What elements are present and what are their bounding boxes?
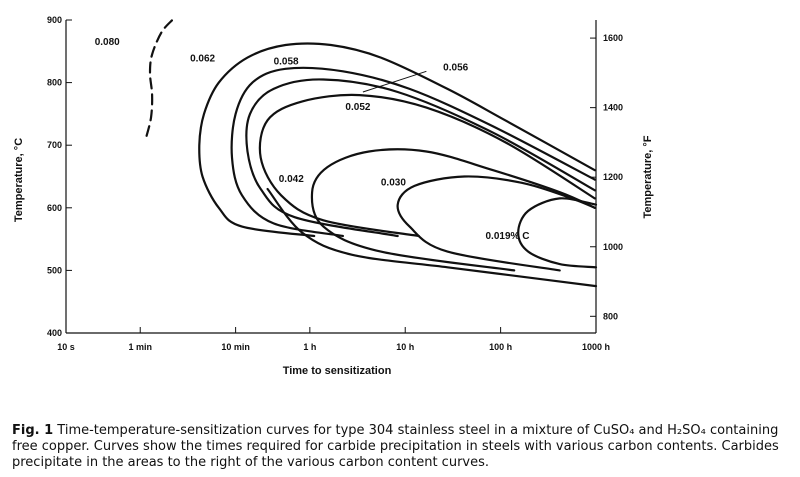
y-tick-label-right: 1000 <box>603 242 623 252</box>
y-tick-label-left: 900 <box>47 15 62 25</box>
y-tick-label-right: 1200 <box>603 172 623 182</box>
y-tick-label-left: 400 <box>47 328 62 338</box>
x-tick-label: 1000 h <box>582 342 610 352</box>
chart: 400 500 600 700 800 900 800 1000 1200 1400 1600 10 … <box>13 15 654 377</box>
y-tick-label-right: 800 <box>603 311 618 321</box>
x-tick-label: 10 h <box>396 342 414 352</box>
curve-label: 0.019% C <box>486 231 530 242</box>
y-tick-label-left: 800 <box>47 78 62 88</box>
y-tick-label-left: 700 <box>47 140 62 150</box>
curve-0-058 <box>230 66 596 238</box>
x-tick-label: 1 h <box>303 342 316 352</box>
y-tick-label-left: 600 <box>47 203 62 213</box>
x-tick-label: 10 s <box>57 342 75 352</box>
figure-caption-text: Time-temperature-sensitization curves fo… <box>12 423 779 470</box>
x-tick-label: 1 min <box>128 342 152 352</box>
x-tick-label: 100 h <box>489 342 512 352</box>
y-tick-label-right: 1400 <box>603 103 623 113</box>
curve-0-080 <box>145 18 174 137</box>
chart-labels: 0.080 0.062 0.058 0.056 0.052 0.042 0.030 0.019… <box>95 37 530 242</box>
curve-0-062 <box>198 42 596 238</box>
curve-0-030 <box>396 175 596 272</box>
y-tick-label-right: 1600 <box>603 33 623 43</box>
curve-0-019-C <box>517 197 598 269</box>
curve-label: 0.080 <box>95 37 120 48</box>
y-tick-label-left: 500 <box>47 265 62 275</box>
y-axis-title-left: Temperature, °C <box>13 138 25 222</box>
label-leader-0-056 <box>362 70 427 93</box>
y-axis-title-right: Temperature, °F <box>642 135 654 218</box>
chart-curves <box>145 18 598 288</box>
figure-caption: Fig. 1 Time-temperature-sensitization cu… <box>12 423 790 471</box>
curve-label: 0.058 <box>274 56 299 67</box>
curve-0-056 <box>245 78 596 238</box>
curve-0-052 <box>258 93 596 238</box>
curve-label: 0.030 <box>381 177 406 188</box>
chart-axes: 400 500 600 700 800 900 800 1000 1200 1400 1600 10 … <box>47 15 623 352</box>
curve-label: 0.052 <box>345 102 370 113</box>
curve-label: 0.056 <box>443 63 468 74</box>
x-tick-label: 10 min <box>221 342 250 352</box>
curve-boundary <box>266 187 598 288</box>
curve-label: 0.062 <box>190 53 215 64</box>
x-axis-title: Time to sensitization <box>283 365 392 377</box>
figure-label: Fig. 1 <box>12 423 54 438</box>
curve-0-042 <box>310 148 596 272</box>
curve-label: 0.042 <box>279 174 304 185</box>
